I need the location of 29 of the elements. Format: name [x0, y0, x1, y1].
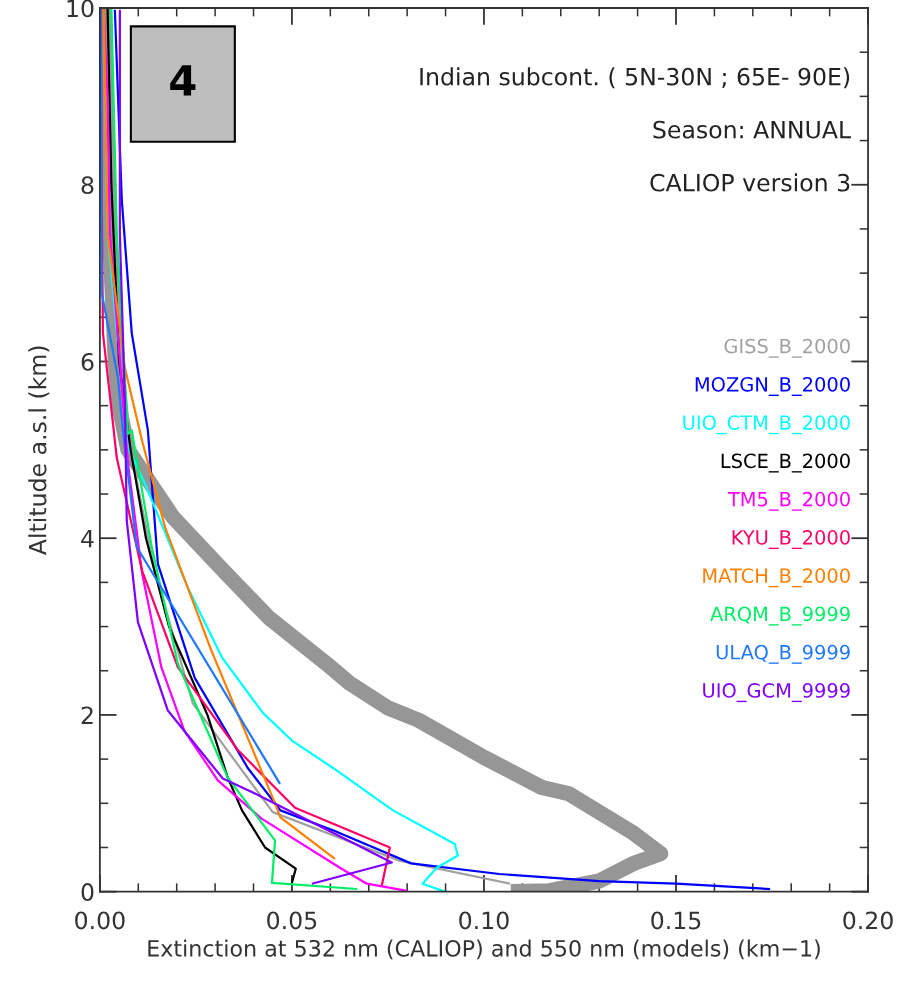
text: GISS_B_2000 — [724, 338, 850, 358]
text: UIO_CTM_B_2000 — [683, 415, 850, 435]
text: MOZGN_B_2000 — [695, 376, 850, 396]
text: KYU_B_2000 — [732, 530, 850, 550]
x-tick-label: 0.20 — [843, 911, 893, 930]
x-tick-label: 0.15 — [651, 911, 701, 930]
text: TM5_B_2000 — [727, 491, 850, 511]
x-tick-label: 0.05 — [267, 911, 317, 930]
text: MATCH_B_2000 — [703, 568, 850, 588]
annotation: Indian subcont. ( 5N-30N ; 65E- 90E) — [420, 67, 850, 89]
text: ULAQ_B_9999 — [716, 644, 850, 664]
x-tick-label: 0.10 — [459, 911, 509, 930]
annotation: CALIOP version 3 — [650, 173, 850, 192]
y-tick-label: 2 — [81, 706, 93, 724]
line-series — [106, 8, 297, 884]
text: LSCE_B_2000 — [721, 453, 850, 473]
x-axis-title: Extinction at 532 nm (CALIOP) and 550 nm (models) (km−1) — [148, 939, 820, 960]
x-tick-label: 0.00 — [75, 911, 125, 930]
line-series — [99, 8, 282, 785]
y-tick-label: 4 — [81, 529, 94, 548]
text: ARQM_B_9999 — [710, 606, 850, 626]
y-tick-label: 6 — [81, 352, 94, 371]
y-tick-label: 0 — [81, 883, 94, 901]
y-tick-label: 10 — [67, 0, 94, 18]
annotation: Season: ANNUAL — [653, 120, 852, 139]
y-tick-label: 8 — [81, 176, 94, 195]
y-axis-title: Altitude a.s.l (km) — [28, 346, 50, 556]
annotation: 4 — [170, 65, 196, 96]
text: UIO_GCM_9999 — [703, 683, 850, 703]
